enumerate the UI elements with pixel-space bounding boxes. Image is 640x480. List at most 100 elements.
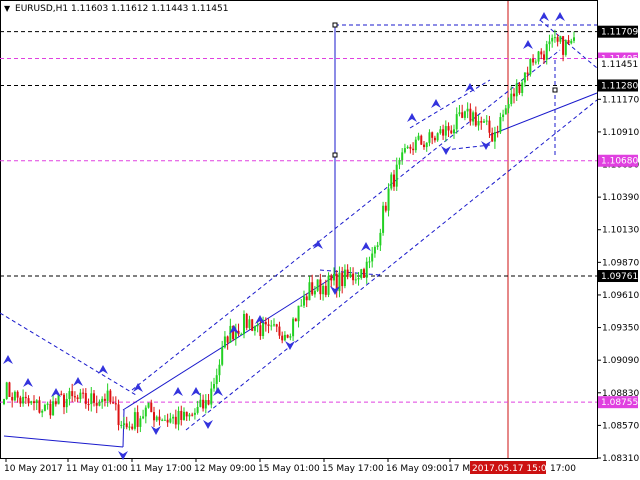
candle xyxy=(286,334,289,339)
candle-body xyxy=(570,40,573,44)
ohlc-label: 1.11603 1.11612 1.11443 1.11451 xyxy=(71,4,229,14)
price-tick-label: 1.09610 xyxy=(602,291,639,301)
price-tag xyxy=(598,25,638,38)
candle xyxy=(502,109,505,122)
candle xyxy=(46,401,49,410)
candle xyxy=(523,72,526,87)
candle-body xyxy=(68,391,71,399)
triangle-down-icon[interactable]: ▼ xyxy=(4,4,11,13)
candle xyxy=(562,35,565,62)
candle-body xyxy=(513,93,515,97)
candle-body xyxy=(11,396,14,401)
candle xyxy=(529,58,532,77)
price-tick-label: 1.11170 xyxy=(602,95,639,105)
candle-body xyxy=(423,144,425,148)
candle-body xyxy=(101,398,104,403)
candle-body xyxy=(253,326,256,331)
price-tick-label: 1.10130 xyxy=(602,226,639,236)
candle-body xyxy=(543,54,545,60)
candle xyxy=(409,144,412,154)
anchor-point[interactable] xyxy=(332,152,338,158)
candle xyxy=(60,390,63,396)
candle xyxy=(472,110,475,126)
candle xyxy=(109,389,112,405)
candle-body xyxy=(526,72,529,75)
candle xyxy=(185,411,188,422)
candle xyxy=(229,318,232,344)
candle xyxy=(41,409,44,418)
candle-body xyxy=(95,402,98,406)
candle-body xyxy=(210,388,213,405)
candle xyxy=(180,405,183,426)
blue-arrow-marker xyxy=(229,325,239,334)
candle-body xyxy=(294,318,297,322)
anchor-point[interactable] xyxy=(552,87,558,93)
candle-body xyxy=(567,40,570,44)
candle xyxy=(193,408,196,420)
candle xyxy=(442,124,445,140)
candle-body xyxy=(240,334,243,336)
candle-body xyxy=(79,392,82,400)
candle xyxy=(63,392,65,415)
candle-body xyxy=(376,245,379,247)
candle-body xyxy=(273,324,275,326)
candle-body xyxy=(289,336,292,338)
candle-body xyxy=(537,51,540,62)
candle-body xyxy=(393,174,395,187)
blue-arrow-marker xyxy=(330,286,340,295)
candle-body xyxy=(199,399,202,407)
candle xyxy=(95,395,98,414)
candle xyxy=(188,412,191,421)
price-tick-label: 1.10910 xyxy=(602,128,639,138)
time-tick-label: 17:00 xyxy=(550,464,576,474)
candle-body xyxy=(223,336,226,348)
candle-body xyxy=(27,398,30,404)
candle-body xyxy=(401,152,404,161)
candle xyxy=(349,267,352,279)
candle-body xyxy=(308,282,311,301)
blue-arrow-marker xyxy=(118,451,128,460)
candle-body xyxy=(335,273,338,292)
candle-body xyxy=(365,261,368,278)
price-tick-label: 1.09350 xyxy=(602,324,639,334)
candle xyxy=(368,256,371,269)
candle xyxy=(120,420,123,429)
candle-body xyxy=(8,382,11,397)
candle-body xyxy=(281,335,284,341)
candle-body xyxy=(109,390,112,403)
candle-body xyxy=(270,325,273,327)
candle xyxy=(453,124,455,139)
candle xyxy=(210,381,213,409)
candle-body xyxy=(444,126,447,136)
candle-body xyxy=(532,58,535,63)
blue-arrow-marker xyxy=(73,377,83,386)
price-tag-label: 1.11280 xyxy=(601,81,638,91)
candle xyxy=(341,266,344,294)
candle-body xyxy=(35,400,38,404)
candle xyxy=(243,310,245,339)
candle-body xyxy=(504,108,507,115)
candle-body xyxy=(24,396,27,399)
anchor-point[interactable] xyxy=(332,22,338,28)
candle xyxy=(551,34,554,48)
candle xyxy=(84,388,87,409)
candle xyxy=(142,409,145,420)
candle xyxy=(444,120,447,142)
price-tag-label: 1.08755 xyxy=(601,398,638,408)
candle xyxy=(534,59,537,65)
candle-body xyxy=(153,412,155,421)
candle xyxy=(76,394,79,403)
candle xyxy=(73,391,76,402)
candle xyxy=(548,34,551,52)
candle xyxy=(226,335,229,350)
candle-body xyxy=(564,40,567,55)
candle-body xyxy=(256,325,259,327)
candle-body xyxy=(3,399,5,405)
candle-body xyxy=(360,269,363,279)
candle xyxy=(155,415,158,422)
candle-body xyxy=(16,391,19,398)
candle-body xyxy=(213,384,215,389)
channel-line xyxy=(489,92,598,136)
